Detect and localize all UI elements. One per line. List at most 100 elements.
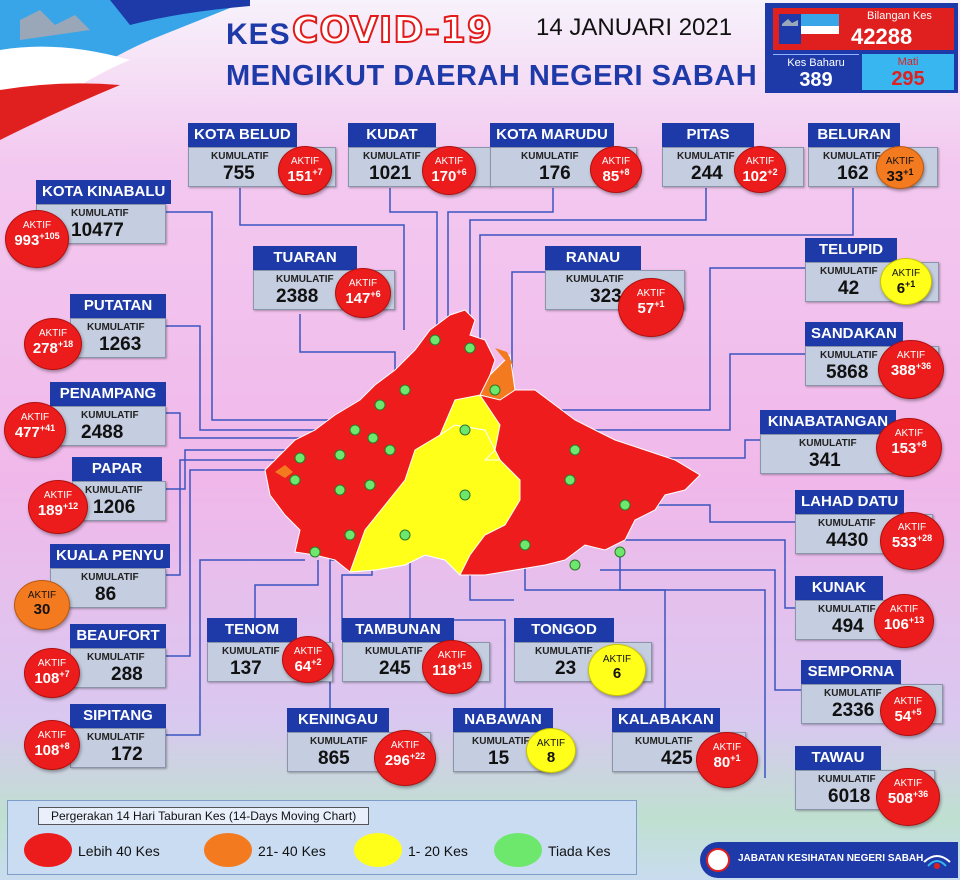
active-label: AKTIF — [891, 268, 921, 279]
active-count: 33 — [886, 168, 904, 185]
active-count: 6 — [896, 280, 906, 297]
active-new-increment: +7 — [312, 167, 323, 177]
active-cases-badge: AKTIF 993+105 — [5, 210, 69, 268]
deaths-panel: Mati 295 — [862, 54, 954, 90]
district-name: PENAMPANG — [50, 382, 166, 406]
active-cases-badge: AKTIF 80+1 — [696, 732, 758, 788]
active-cases-badge: AKTIF 6 — [588, 644, 646, 697]
active-count: 30 — [33, 601, 51, 618]
cumulative-label: KUMULATIF — [365, 646, 423, 657]
active-label: AKTIF — [712, 742, 742, 753]
cumulative-value: 494 — [832, 616, 864, 637]
legend-title: Pergerakan 14 Hari Taburan Kes (14-Days … — [38, 807, 370, 825]
district-name: KALABAKAN — [612, 708, 720, 732]
active-cases-badge: AKTIF 108+8 — [24, 720, 80, 771]
district-name: KOTA BELUD — [188, 123, 297, 147]
district-name: KOTA KINABALU — [36, 180, 172, 204]
cumulative-label: KUMULATIF — [820, 266, 878, 277]
active-label: AKTIF — [38, 328, 68, 339]
active-count: 85 — [602, 168, 620, 185]
active-count: 189 — [37, 502, 63, 519]
district-name: TELUPID — [805, 238, 897, 262]
active-label: AKTIF — [885, 156, 915, 167]
active-cases-badge: AKTIF 278+18 — [24, 318, 82, 371]
active-value: 64+2 — [283, 657, 333, 675]
active-new-increment: +5 — [911, 707, 922, 717]
district-name: PITAS — [662, 123, 754, 147]
district-name: KENINGAU — [287, 708, 389, 732]
active-value: 189+12 — [29, 501, 87, 519]
cumulative-value: 323 — [590, 286, 622, 307]
cumulative-label: KUMULATIF — [818, 774, 876, 785]
active-value: 108+7 — [25, 669, 79, 687]
new-cases-label: Kes Baharu — [787, 57, 845, 69]
cumulative-label: KUMULATIF — [635, 736, 693, 747]
active-cases-badge: AKTIF 170+6 — [422, 146, 476, 195]
active-label: AKTIF — [22, 220, 52, 231]
cumulative-label: KUMULATIF — [799, 438, 857, 449]
cumulative-label: KUMULATIF — [823, 151, 881, 162]
cumulative-label: KUMULATIF — [85, 485, 143, 496]
cumulative-label: KUMULATIF — [472, 736, 530, 747]
title-covid: COVID-19 — [291, 9, 493, 52]
total-cases-panel: Bilangan Kes 42288 — [773, 8, 954, 50]
cumulative-value: 10477 — [71, 220, 124, 241]
active-count: 296 — [384, 752, 410, 769]
cumulative-value: 137 — [230, 658, 262, 679]
active-cases-badge: AKTIF 33+1 — [876, 146, 924, 190]
cumulative-value: 865 — [318, 748, 350, 769]
active-value: 102+2 — [735, 167, 785, 185]
district-name: KUDAT — [348, 123, 436, 147]
deaths-value: 295 — [891, 68, 925, 90]
cumulative-value: 5868 — [826, 362, 869, 383]
active-count: 108 — [34, 742, 60, 759]
cumulative-label: KUMULATIF — [222, 646, 280, 657]
active-label: AKTIF — [745, 156, 775, 167]
active-label: AKTIF — [636, 288, 666, 299]
active-new-increment: +18 — [57, 339, 74, 349]
active-count: 57 — [637, 300, 655, 317]
cumulative-label: KUMULATIF — [81, 410, 139, 421]
active-label: AKTIF — [437, 650, 467, 661]
active-label: AKTIF — [20, 412, 50, 423]
active-cases-badge: AKTIF 6+1 — [880, 258, 932, 305]
active-label: AKTIF — [37, 658, 67, 669]
legend-label: 21- 40 Kes — [258, 843, 326, 859]
active-value: 151+7 — [279, 167, 331, 185]
active-new-increment: +36 — [912, 789, 929, 799]
active-label: AKTIF — [889, 604, 919, 615]
active-cases-badge: AKTIF 108+7 — [24, 648, 80, 699]
district-name: LAHAD DATU — [795, 490, 905, 514]
district-name: KUALA PENYU — [50, 544, 170, 568]
active-value: 477+41 — [5, 423, 65, 441]
active-label: AKTIF — [602, 654, 632, 665]
active-new-increment: +36 — [915, 361, 932, 371]
active-cases-badge: AKTIF 153+8 — [876, 418, 942, 478]
active-count: 8 — [546, 749, 556, 766]
active-cases-badge: AKTIF 147+6 — [335, 268, 391, 319]
active-count: 106 — [883, 616, 909, 633]
district-name: BELURAN — [808, 123, 900, 147]
active-value: 508+36 — [877, 789, 939, 807]
active-cases-badge: AKTIF 189+12 — [28, 480, 88, 534]
cumulative-value: 6018 — [828, 786, 871, 807]
cumulative-label: KUMULATIF — [81, 572, 139, 583]
legend-dot-red — [24, 833, 72, 867]
cumulative-value: 23 — [555, 658, 577, 679]
active-new-increment: +8 — [59, 741, 70, 751]
active-count: 153 — [891, 440, 917, 457]
active-count: 170 — [431, 168, 457, 185]
active-value: 8 — [527, 749, 575, 766]
cumulative-value: 42 — [838, 278, 860, 299]
active-value: 6 — [589, 665, 645, 682]
district-name: TONGOD — [514, 618, 614, 642]
active-cases-badge: AKTIF 296+22 — [374, 730, 436, 786]
active-label: AKTIF — [434, 156, 464, 167]
active-label: AKTIF — [293, 646, 323, 657]
district-name: PUTATAN — [70, 294, 166, 318]
active-label: AKTIF — [290, 156, 320, 167]
active-new-increment: +7 — [59, 669, 70, 679]
district-cumulative-box: KUMULATIF 341 — [760, 434, 894, 474]
active-new-increment: +8 — [916, 439, 927, 449]
cumulative-label: KUMULATIF — [211, 151, 269, 162]
